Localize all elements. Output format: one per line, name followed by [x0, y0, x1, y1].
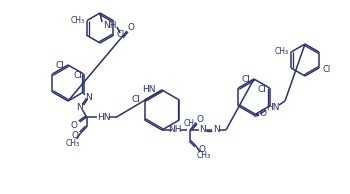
Text: NH: NH: [168, 126, 182, 134]
Text: O: O: [127, 23, 134, 31]
Text: CH₃: CH₃: [183, 119, 197, 127]
Text: Cl: Cl: [241, 74, 251, 83]
Text: CH₃: CH₃: [275, 48, 289, 56]
Text: O: O: [70, 120, 77, 130]
Text: Cl: Cl: [56, 61, 64, 69]
Text: Cl: Cl: [257, 86, 266, 94]
Text: Cl: Cl: [73, 72, 82, 81]
Text: Cl: Cl: [117, 30, 125, 39]
Text: HN: HN: [266, 102, 280, 112]
Text: NH: NH: [103, 21, 117, 29]
Text: O: O: [196, 114, 203, 124]
Text: HN: HN: [97, 113, 110, 121]
Text: N: N: [85, 93, 92, 101]
Text: CH₃: CH₃: [65, 139, 80, 147]
Text: O: O: [259, 109, 266, 119]
Text: N: N: [76, 104, 83, 113]
Text: N: N: [213, 126, 219, 134]
Text: O: O: [198, 146, 205, 154]
Text: N: N: [199, 126, 206, 134]
Text: O: O: [71, 132, 78, 140]
Text: Cl: Cl: [131, 94, 140, 104]
Text: HN: HN: [142, 86, 156, 94]
Text: Cl: Cl: [323, 64, 331, 74]
Text: CH₃: CH₃: [71, 16, 85, 25]
Text: CH₃: CH₃: [197, 152, 211, 160]
